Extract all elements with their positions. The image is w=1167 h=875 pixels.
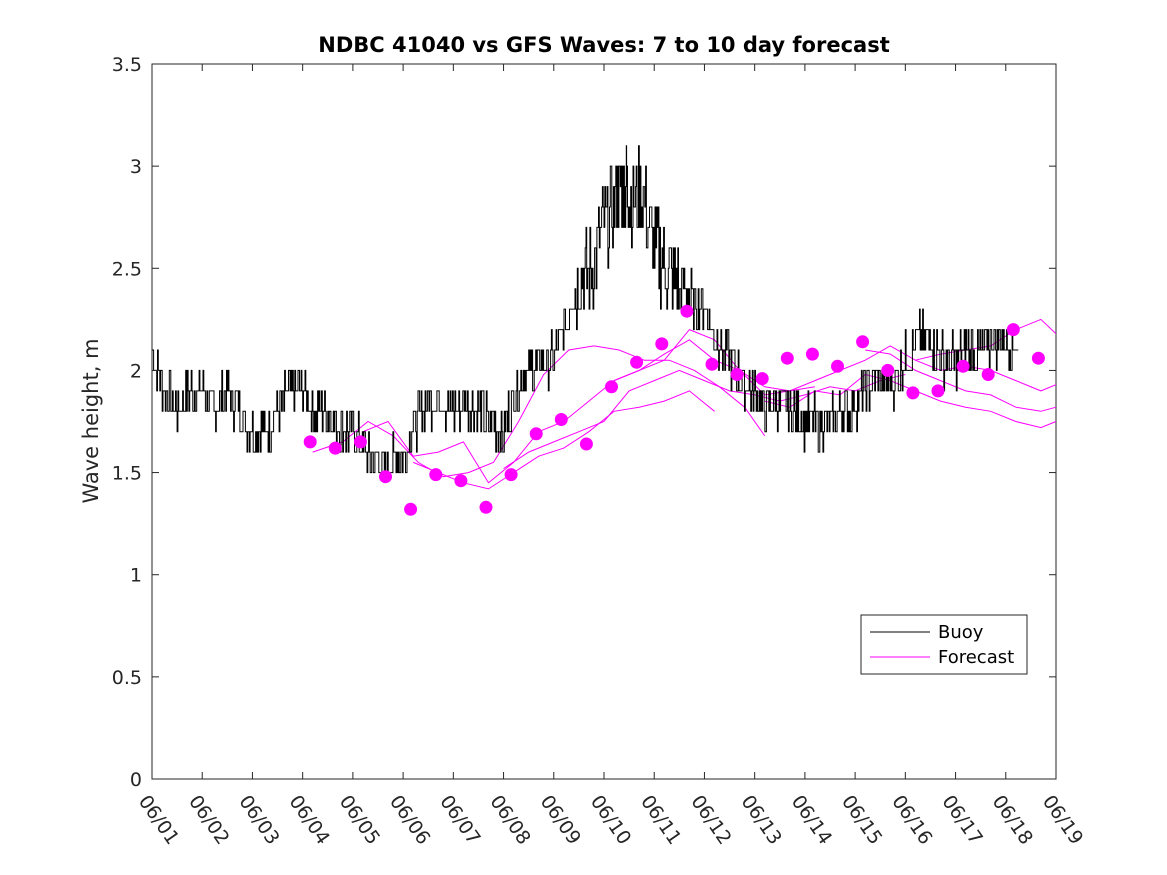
chart-title: NDBC 41040 vs GFS Waves: 7 to 10 day for…: [318, 33, 889, 57]
forecast-marker: [630, 355, 644, 369]
forecast-marker: [856, 335, 870, 349]
y-tick-label: 0.5: [112, 667, 142, 689]
forecast-marker: [1031, 351, 1045, 365]
forecast-marker: [479, 500, 493, 514]
y-tick-label: 3: [130, 156, 142, 178]
forecast-marker: [931, 384, 945, 398]
forecast-marker: [831, 359, 844, 373]
forecast-marker: [579, 437, 593, 451]
legend: Buoy Forecast: [860, 614, 1028, 675]
y-tick-label: 2: [130, 360, 142, 382]
forecast-marker: [755, 372, 769, 386]
legend-box: [860, 614, 1028, 675]
forecast-marker: [379, 470, 392, 484]
forecast-marker: [454, 474, 468, 488]
y-tick-label: 2.5: [112, 258, 142, 280]
y-axis-ticks: 0 0.5 1 1.5 2 2.5 3 3.5: [112, 54, 1056, 791]
forecast-marker: [881, 363, 895, 377]
forecast-marker: [504, 468, 518, 482]
legend-buoy-label: Buoy: [938, 622, 984, 643]
buoy-line: [152, 145, 1019, 474]
y-tick-label: 3.5: [112, 54, 142, 76]
y-tick-label: 1: [130, 565, 142, 587]
forecast-marker: [529, 427, 543, 441]
legend-forecast-label: Forecast: [938, 647, 1014, 668]
forecast-marker: [680, 304, 694, 318]
y-tick-label: 0: [130, 769, 142, 791]
forecast-marker: [353, 435, 367, 449]
forecast-marker: [705, 357, 719, 371]
forecast-marker: [605, 380, 618, 394]
forecast-line: [915, 318, 1057, 361]
forecast-marker: [730, 368, 744, 381]
forecast-marker: [981, 368, 995, 381]
forecast-marker: [328, 441, 342, 455]
forecast-marker: [805, 347, 819, 361]
forecast-marker: [429, 468, 443, 482]
forecast-marker: [780, 351, 794, 365]
y-tick-label: 1.5: [112, 463, 142, 485]
buoy-series: [152, 145, 1019, 474]
forecast-line: [503, 369, 906, 469]
forecast-marker: [956, 359, 970, 373]
y-axis-label: Wave height, m: [79, 338, 103, 503]
forecast-marker: [303, 435, 317, 449]
forecast-marker: [906, 386, 920, 400]
forecast-line: [865, 349, 1057, 412]
forecast-marker: [655, 337, 669, 351]
forecast-marker: [1006, 323, 1020, 337]
forecast-markers: [303, 304, 1045, 516]
forecast-marker: [404, 502, 418, 516]
forecast-marker: [554, 413, 568, 426]
